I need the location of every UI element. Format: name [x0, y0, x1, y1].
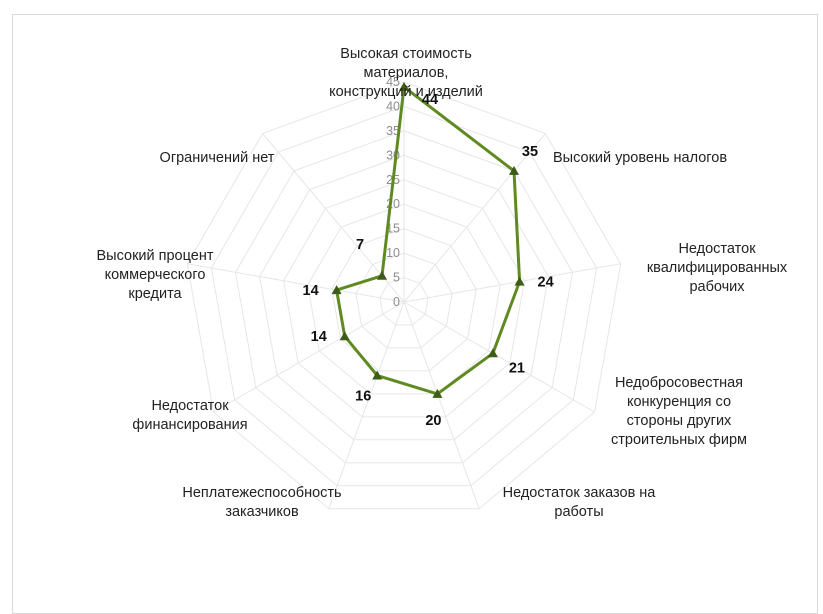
grid-ring — [307, 203, 501, 395]
grid-ring — [331, 228, 477, 372]
series-point — [487, 348, 498, 358]
series-point — [514, 276, 525, 286]
radial-tick-label: 20 — [386, 197, 400, 211]
series-point — [432, 388, 443, 398]
grid-ring — [210, 105, 598, 487]
value-label: 14 — [303, 283, 319, 299]
value-label: 44 — [422, 92, 438, 108]
grid-spoke — [403, 301, 480, 509]
category-label: Высокий уровень налогов — [553, 150, 727, 166]
radial-tick-label: 0 — [393, 295, 400, 309]
series-point — [372, 370, 383, 380]
category-label: Высокий процент коммерческого кредита — [97, 248, 214, 302]
grid-ring — [283, 179, 525, 418]
series-point — [377, 270, 387, 280]
series-point — [339, 331, 350, 341]
grid-spoke — [187, 263, 405, 303]
category-labels: Высокая стоимость материалов, конструкций … — [97, 46, 788, 520]
value-label: 7 — [356, 237, 364, 253]
value-label: 35 — [522, 144, 538, 160]
radial-tick-label: 15 — [386, 222, 400, 236]
grid-spoke — [403, 133, 546, 303]
radial-tick-label: 10 — [386, 246, 400, 260]
radar-grid — [186, 81, 622, 510]
category-label: Ограничений нет — [160, 150, 275, 166]
radial-tick-label: 45 — [386, 75, 400, 89]
category-label: Недостаток финансирования — [132, 398, 247, 433]
grid-ring — [355, 252, 453, 349]
radial-tick-label: 5 — [393, 271, 400, 285]
series-line — [335, 85, 522, 396]
grid-ring — [186, 81, 622, 510]
value-label: 21 — [509, 360, 525, 376]
value-label: 24 — [538, 275, 554, 291]
series-point — [509, 165, 519, 175]
grid-spoke — [328, 301, 405, 509]
chart-frame — [12, 14, 818, 614]
radial-tick-label: 40 — [386, 99, 400, 113]
series-layer — [331, 81, 525, 398]
value-label: 14 — [311, 329, 327, 345]
series-point — [399, 81, 409, 91]
grid-ring — [379, 277, 429, 326]
value-labels: 44 35 24 21 20 16 14 14 7 — [303, 92, 554, 429]
category-label: Недостаток квалифицированных рабочих — [647, 241, 788, 295]
category-label: Неплатежеспособность заказчиков — [182, 485, 341, 520]
series-point — [331, 285, 342, 295]
category-label: Недостаток заказов на работы — [503, 485, 657, 520]
value-label: 16 — [355, 389, 371, 405]
grid-spoke — [403, 263, 621, 303]
grid-ring — [259, 154, 549, 441]
value-label: 20 — [425, 413, 441, 429]
grid-spoke — [403, 301, 595, 413]
grid-spoke — [213, 301, 405, 413]
radial-tick-label: 35 — [386, 124, 400, 138]
category-label: Недобросовестная конкуренция со стороны др… — [611, 375, 747, 448]
category-label: Высокая стоимость материалов, конструкций … — [329, 46, 483, 100]
grid-ring — [234, 130, 574, 464]
